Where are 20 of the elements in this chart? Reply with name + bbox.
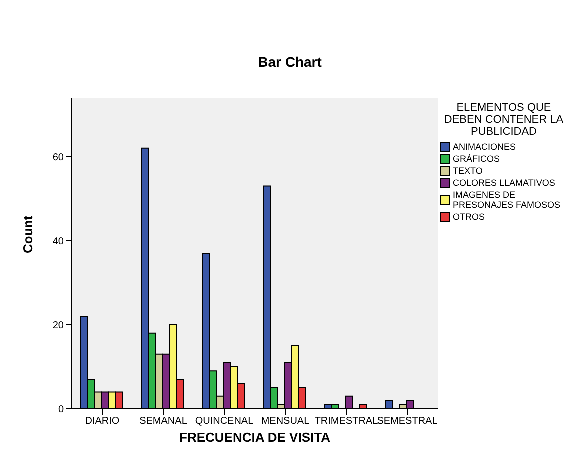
x-tick-label: SEMANAL xyxy=(140,416,188,428)
legend-label: IMAGENES DE PRESONAJES FAMOSOS xyxy=(453,190,562,210)
x-axis-title: FRECUENCIA DE VISITA xyxy=(180,430,332,445)
x-tick-label: MENSUAL xyxy=(261,416,310,428)
legend-label: COLORES LLAMATIVOS xyxy=(453,178,556,188)
x-tick-label: DIARIO xyxy=(85,416,120,428)
chart-title: Bar Chart xyxy=(257,54,323,70)
y-tick-label: 20 xyxy=(52,320,64,332)
legend-label: GRÁFICOS xyxy=(453,154,500,164)
y-axis-title: Count xyxy=(20,215,36,254)
legend-label: TEXTO xyxy=(453,166,483,176)
y-tick-label: 60 xyxy=(52,152,64,164)
y-tick-label: 40 xyxy=(52,236,64,248)
x-tick-label: TRIMESTRAL xyxy=(314,416,379,428)
x-tick-label: SEMESTRAL xyxy=(377,416,438,428)
y-tick-label: 0 xyxy=(58,404,64,416)
legend-label: OTROS xyxy=(453,212,486,222)
legend-title: ELEMENTOS QUE DEBEN CONTENER LA PUBLICIDAD xyxy=(443,102,565,138)
legend-label: ANIMACIONES xyxy=(453,142,516,152)
x-tick-label: QUINCENAL xyxy=(195,416,254,428)
